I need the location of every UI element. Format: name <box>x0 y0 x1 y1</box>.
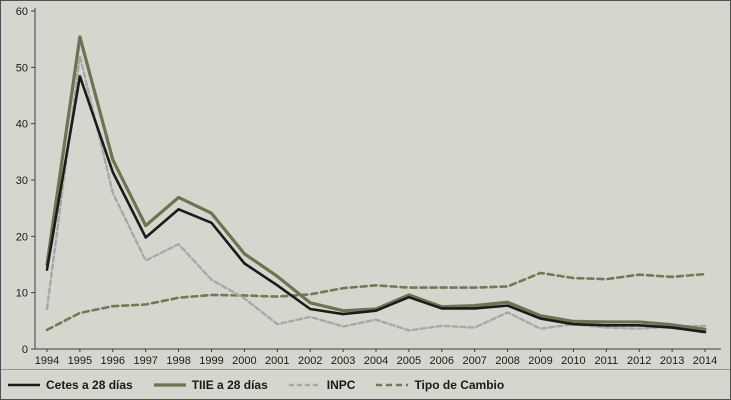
legend-label: Cetes a 28 días <box>46 377 133 392</box>
x-tick-label: 2009 <box>528 355 552 367</box>
x-tick-label: 2004 <box>364 355 388 367</box>
x-tick-label: 2002 <box>298 355 322 367</box>
x-tick-label: 1998 <box>166 355 190 367</box>
y-tick-label: 40 <box>16 119 28 131</box>
x-tick-label: 2007 <box>462 355 486 367</box>
legend-item-inpc: INPC <box>288 377 356 392</box>
series-line-tipo-de-cambio <box>45 271 707 332</box>
x-tick-label: 2008 <box>495 355 519 367</box>
y-tick-label: 30 <box>16 175 28 187</box>
legend-line-sample-icon <box>376 383 409 386</box>
x-tick-label: 1995 <box>68 355 92 367</box>
x-tick-label: 1996 <box>101 355 125 367</box>
series-line-inpc <box>45 54 707 332</box>
x-tick-label: 2003 <box>331 355 355 367</box>
y-tick-label: 60 <box>16 6 28 18</box>
x-tick-label: 2006 <box>430 355 454 367</box>
legend-line-sample-icon <box>153 382 186 387</box>
plot-svg: 0 10 20 30 40 50 60 1994 1995 1996 1997 1998 1999 200… <box>16 6 721 367</box>
legend-item-cetes-a-28-dias: Cetes a 28 días <box>7 378 133 392</box>
x-tick-label: 2000 <box>232 355 256 367</box>
x-tick-label: 1994 <box>35 355 59 367</box>
x-tick-label: 2011 <box>594 355 618 367</box>
series-line-tiie-a-28-dias <box>45 35 707 331</box>
legend-label: INPC <box>326 377 356 392</box>
legend-label: TIIE a 28 días <box>191 377 268 392</box>
chart-legend: Cetes a 28 días TIIE a 28 días INPC Tipo de… <box>1 369 730 399</box>
y-tick-label: 50 <box>16 62 28 74</box>
y-tick-label: 20 <box>16 231 28 243</box>
x-tick-label: 2010 <box>561 355 585 367</box>
x-tick-label: 2001 <box>265 355 289 367</box>
series-line-cetes-a-28-dias <box>45 75 707 334</box>
legend-line-sample-icon <box>288 383 321 386</box>
x-tick-label: 1999 <box>199 355 223 367</box>
legend-item-tiie-a-28-dias: TIIE a 28 días <box>153 378 268 392</box>
x-tick-label: 2013 <box>660 355 684 367</box>
x-tick-label: 2005 <box>397 355 421 367</box>
y-tick-label: 10 <box>16 288 28 300</box>
x-tick-label: 2012 <box>627 355 651 367</box>
x-tick-label: 2014 <box>693 355 717 367</box>
legend-line-sample-icon <box>8 383 40 386</box>
legend-item-tipo-de-cambio: Tipo de Cambio <box>375 378 504 392</box>
x-tick-label: 1997 <box>133 355 157 367</box>
legend-label: Tipo de Cambio <box>414 377 505 392</box>
y-tick-label: 0 <box>22 344 28 356</box>
